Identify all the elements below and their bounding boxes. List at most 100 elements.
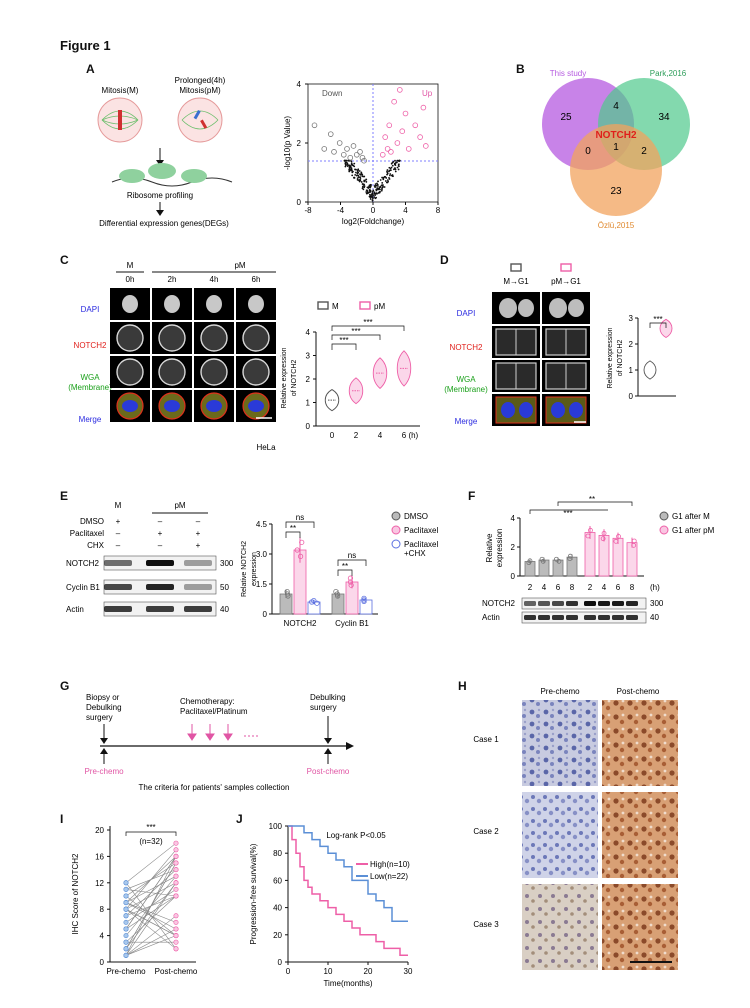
bar xyxy=(612,537,624,577)
up-point xyxy=(388,149,394,155)
top-pm: pM xyxy=(174,501,185,510)
y-tick-label: 60 xyxy=(273,876,282,885)
background-point xyxy=(369,193,371,196)
violin xyxy=(659,318,673,339)
count-park-ozlu: 2 xyxy=(641,146,647,157)
prolonged-label: Prolonged(4h) xyxy=(175,76,226,85)
bracket-i xyxy=(125,831,177,836)
data-point xyxy=(613,538,619,544)
treatment-mark: + xyxy=(196,541,201,550)
sig-i: *** xyxy=(146,823,155,832)
background-point xyxy=(388,174,391,177)
down-point xyxy=(340,152,347,158)
y-ticks-d: 0 1 2 3 xyxy=(629,314,638,401)
up-point xyxy=(386,122,393,129)
background-point xyxy=(377,180,379,183)
background-point xyxy=(394,159,396,162)
row-notch2-d: NOTCH2 xyxy=(450,343,483,352)
background-point xyxy=(391,164,394,167)
merge-nucleus xyxy=(248,400,264,412)
data-point xyxy=(347,579,354,585)
sig-c-3: *** xyxy=(363,318,372,327)
background-point xyxy=(389,169,392,172)
x-ticks-j: 0 10 20 30 xyxy=(286,962,413,976)
group-pm-label: pM xyxy=(234,261,245,270)
background-point xyxy=(361,185,364,188)
data-point xyxy=(600,536,606,542)
data-point xyxy=(567,556,573,562)
pair-line xyxy=(125,895,177,917)
x-tick-label: 0 xyxy=(371,206,376,215)
blot-actin: Actin xyxy=(66,605,84,614)
post-marker-head xyxy=(324,748,332,754)
membrane-cell xyxy=(200,324,228,352)
row-case2: Case 2 xyxy=(473,827,499,836)
pair-line xyxy=(125,928,177,956)
background-point xyxy=(356,178,359,181)
x-tick-label: 4 xyxy=(403,206,408,215)
legend-low: Low(n=22) xyxy=(370,872,408,881)
background-point xyxy=(388,166,391,169)
time-2h: 2h xyxy=(168,275,177,284)
blot-band xyxy=(626,601,638,606)
down-point xyxy=(347,154,354,161)
background-point xyxy=(367,191,370,194)
background-point xyxy=(386,169,389,171)
up-point xyxy=(394,140,401,146)
background-point xyxy=(375,188,378,191)
micrograph-grid-d xyxy=(492,292,590,426)
volcano-plot: Down Up -8 -4 0 4 8 0 2 4 log2(Foldchange) -lo… xyxy=(283,80,441,226)
pre-point xyxy=(123,933,129,939)
blot-band xyxy=(612,615,624,620)
pair-line xyxy=(125,915,177,956)
pair-line xyxy=(125,862,177,897)
merge-nucleus xyxy=(206,400,222,412)
data-point xyxy=(616,534,621,539)
x-tick-label: -8 xyxy=(304,206,312,215)
background-point xyxy=(376,187,379,189)
unit-h: (h) xyxy=(650,583,660,592)
background-point xyxy=(398,159,401,162)
post-point xyxy=(173,860,179,866)
x-tick-label: 8 xyxy=(436,206,441,215)
background-point xyxy=(386,170,388,173)
up-point xyxy=(423,143,429,149)
membrane-cell xyxy=(158,358,186,386)
x-tick-label: 4 xyxy=(542,583,547,592)
background-point xyxy=(374,197,377,200)
cond-m-label: M→G1 xyxy=(503,277,529,286)
y-ticks-f: 0 2 4 xyxy=(511,514,520,581)
panel-c: M pM 0h 2h 4h 6h DAPI NOTCH2 WGA (Membra… xyxy=(68,261,420,452)
up-point xyxy=(384,146,391,152)
blot-band xyxy=(146,560,174,566)
background-point xyxy=(369,185,372,188)
biopsy-line-1: Biopsy or xyxy=(86,693,120,702)
background-point xyxy=(371,199,374,201)
pre-point xyxy=(123,886,129,892)
down-label: Down xyxy=(322,89,342,98)
background-point xyxy=(345,159,348,162)
membrane-cell xyxy=(116,324,144,352)
row-merge-d: Merge xyxy=(455,417,478,426)
cond-pm-label: pM→G1 xyxy=(551,277,581,286)
biopsy-line-2: Debulking xyxy=(86,703,122,712)
blot-band xyxy=(552,601,564,606)
blot-actin-f: Actin xyxy=(482,613,500,622)
data-point xyxy=(284,589,290,595)
x-tick-label: 6 xyxy=(616,583,621,592)
bracket-e-1 xyxy=(285,531,301,538)
mw-300: 300 xyxy=(220,559,234,568)
legend-chx-swatch xyxy=(391,539,401,549)
bracket-2 xyxy=(331,334,381,340)
background-point xyxy=(363,179,366,182)
background-point xyxy=(368,185,370,188)
background-point xyxy=(355,174,358,177)
sig-c-2: *** xyxy=(351,327,360,336)
treatment-mark: + xyxy=(116,517,121,526)
cond-pm-swatch xyxy=(560,263,572,272)
background-point xyxy=(386,179,389,182)
treatment-mark: – xyxy=(116,529,121,538)
background-point xyxy=(360,171,363,174)
panel-g-timeline: Biopsy or Debulking surgery Chemotherapy… xyxy=(84,693,354,792)
background-point xyxy=(365,178,367,181)
